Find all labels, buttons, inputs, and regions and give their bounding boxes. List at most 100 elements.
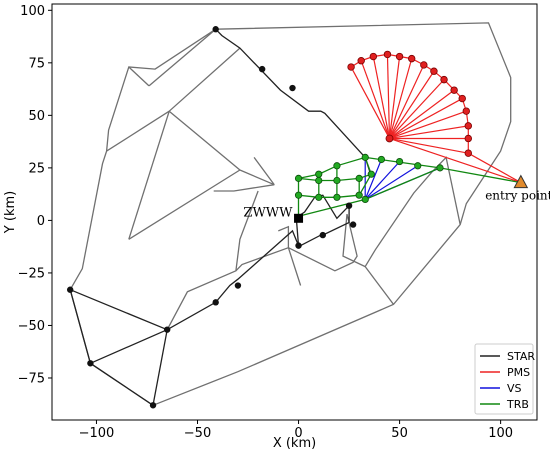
- region-boundary-line: [128, 111, 170, 240]
- pms-spoke-line: [388, 64, 425, 139]
- pms-node: [357, 57, 365, 65]
- region-boundary-line: [288, 213, 366, 272]
- y-tick-label: −50: [18, 319, 45, 334]
- trb-node: [367, 170, 375, 178]
- pms-node: [464, 134, 472, 143]
- airport-marker: [294, 213, 304, 223]
- vs-route-line: [364, 165, 419, 200]
- star-route-line: [69, 289, 169, 407]
- special-markers: [294, 174, 529, 223]
- legend-entry-label: TRB: [506, 398, 529, 411]
- pms-node: [450, 86, 458, 94]
- region-boundary-line: [239, 169, 275, 186]
- trb-route-line: [298, 167, 521, 217]
- pms-node: [430, 67, 438, 75]
- pms-spoke-line: [389, 98, 463, 139]
- y-tick-label: 75: [28, 56, 45, 71]
- pms-spoke-line: [360, 60, 391, 139]
- x-axis-ticks: −100 −50 0 50 100: [79, 420, 513, 441]
- star-node: [258, 65, 266, 73]
- star-node: [163, 326, 171, 333]
- star-routes: [69, 28, 372, 407]
- trb-node: [333, 176, 341, 185]
- y-tick-label: 0: [37, 214, 45, 229]
- pms-node: [395, 52, 404, 61]
- pms-spoke-line: [389, 125, 469, 140]
- star-node: [349, 221, 357, 228]
- trb-node: [395, 157, 404, 166]
- region-boundary-line: [128, 169, 241, 240]
- pms-spoke-line: [350, 66, 391, 139]
- trb-node: [294, 191, 303, 199]
- x-tick-label: −100: [79, 426, 115, 441]
- entry-point-label: entry point: [485, 189, 550, 203]
- trb-node: [315, 193, 323, 201]
- star-node: [149, 402, 157, 409]
- star-node: [319, 231, 326, 239]
- y-tick-label: −25: [18, 266, 45, 281]
- pms-spoke-line: [389, 79, 445, 139]
- pms-node: [383, 50, 392, 59]
- pms-entry-line: [389, 137, 522, 184]
- star-route-line: [215, 28, 372, 177]
- trb-node: [333, 162, 341, 170]
- legend-entry-label: PMS: [507, 366, 530, 379]
- trb-node: [361, 195, 369, 203]
- star-route-line: [69, 194, 350, 331]
- region-boundary-line: [168, 47, 241, 112]
- star-node: [66, 286, 74, 293]
- trb-node: [294, 174, 303, 182]
- pms-spoke-line: [388, 56, 401, 139]
- region-boundary-line: [253, 157, 275, 186]
- y-tick-label: 100: [20, 4, 45, 19]
- pms-node: [347, 63, 355, 71]
- pms-entry-line: [467, 152, 522, 184]
- pms-node: [420, 61, 428, 69]
- entry-point-marker: [513, 174, 529, 189]
- star-node: [345, 202, 353, 209]
- pms-node: [458, 94, 466, 103]
- region-boundary-line: [148, 28, 217, 87]
- star-node: [234, 282, 242, 289]
- trb-node: [361, 153, 369, 161]
- pms-node: [408, 54, 416, 63]
- legend-entry-label: STAR: [507, 350, 535, 363]
- y-axis-ticks: −75 −50 −25 0 25 50 75 100: [18, 4, 52, 386]
- trb-node: [436, 164, 444, 172]
- pms-spoke-line: [388, 70, 435, 139]
- region-boundary-line: [364, 156, 461, 267]
- pms-hub-node: [385, 134, 394, 143]
- y-tick-label: 50: [28, 109, 45, 124]
- legend: STAR PMS VS TRB: [474, 343, 535, 415]
- trb-node: [355, 191, 363, 199]
- x-tick-label: −50: [184, 426, 211, 441]
- region-boundary-line: [364, 266, 395, 305]
- y-axis-label: Y (km): [3, 191, 18, 234]
- route-nodes: [66, 26, 472, 409]
- legend-box: [474, 343, 534, 415]
- x-axis-label: X (km): [273, 436, 316, 451]
- region-boundary-line: [168, 110, 241, 171]
- trb-node: [377, 155, 385, 164]
- pms-node: [462, 107, 470, 115]
- trb-node: [355, 174, 363, 182]
- vs-routes: [364, 157, 441, 200]
- star-node: [87, 360, 94, 367]
- star-node: [289, 84, 296, 92]
- x-tick-label: 50: [391, 426, 408, 441]
- pms-node: [369, 52, 378, 61]
- pms-routes: [350, 53, 522, 184]
- pms-node: [464, 122, 472, 130]
- airport-label-zwww: ZWWW: [243, 205, 293, 220]
- region-boundary-line: [235, 225, 290, 272]
- star-node: [212, 26, 219, 33]
- x-tick-label: 100: [488, 426, 513, 441]
- pms-spoke-line: [389, 89, 455, 139]
- y-tick-label: 25: [28, 161, 45, 176]
- pms-spoke-line: [389, 110, 467, 140]
- star-node: [295, 242, 302, 249]
- trb-node: [414, 162, 422, 170]
- region-boundary-line: [213, 184, 275, 192]
- vs-route-line: [364, 161, 401, 200]
